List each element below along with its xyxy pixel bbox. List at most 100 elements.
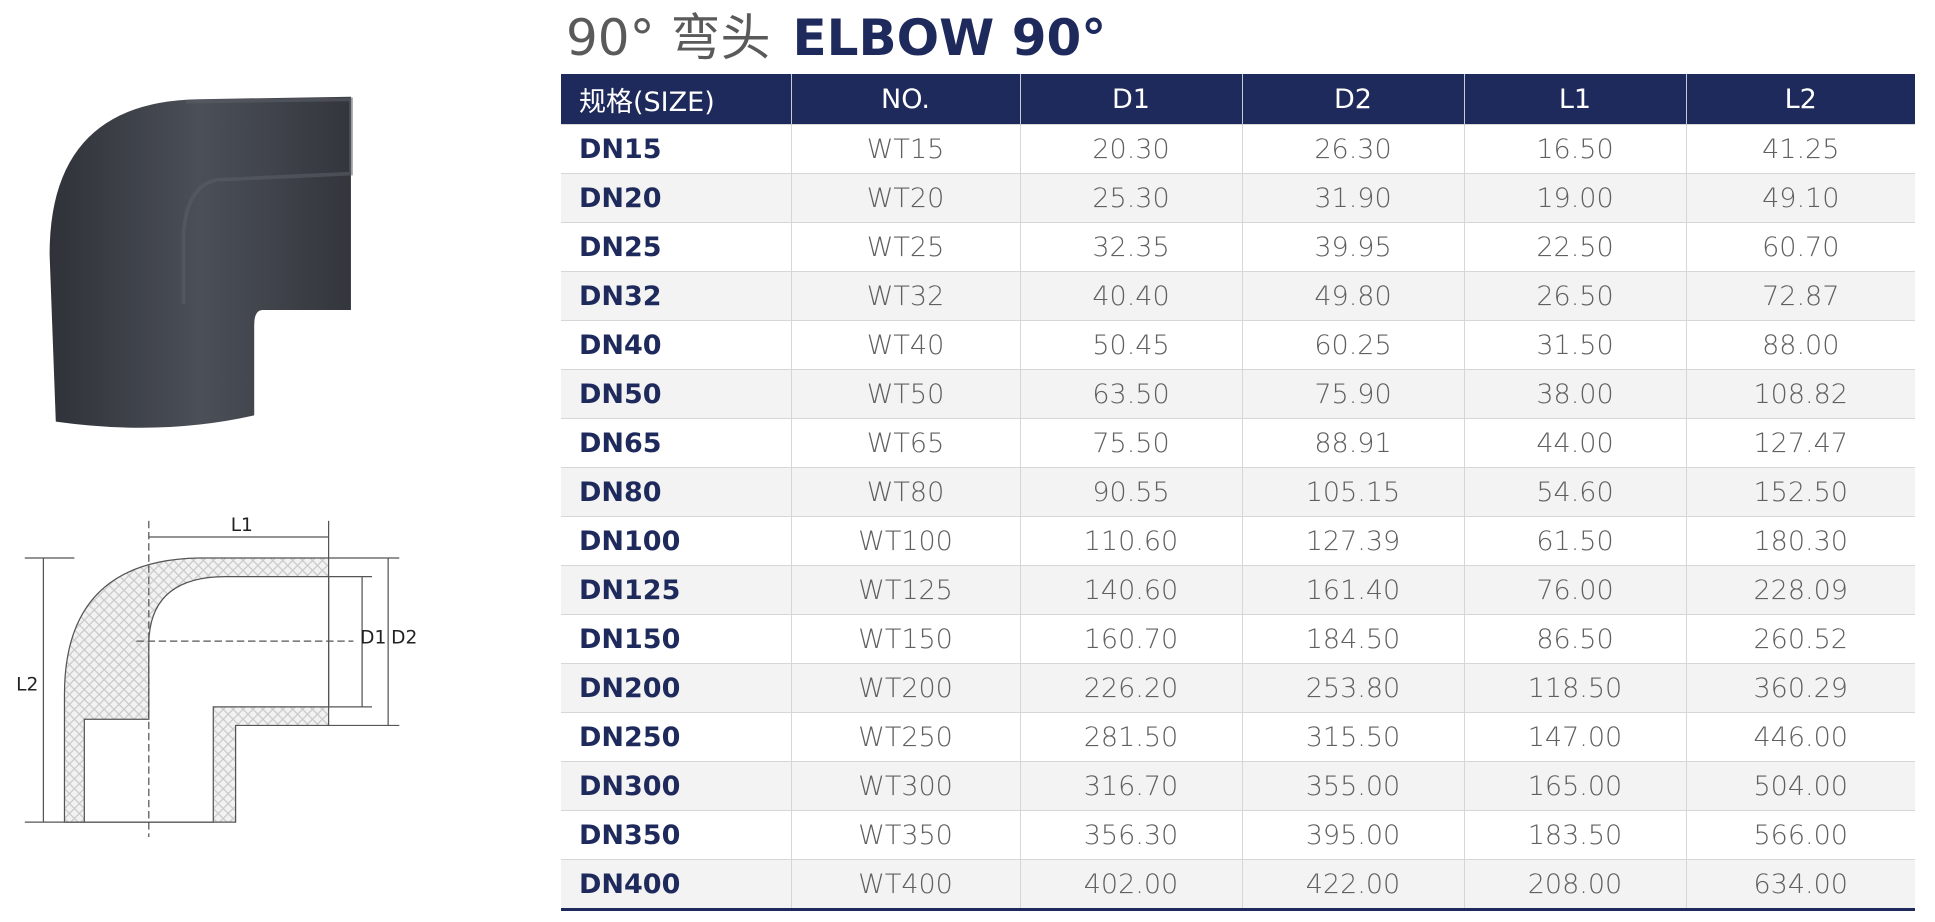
value-cell: 16.50 xyxy=(1463,124,1686,174)
value-cell: 20.30 xyxy=(1019,124,1242,174)
value-cell: 226.20 xyxy=(1019,663,1242,713)
table-row: DN32 WT32 40.40 49.80 26.50 72.87 xyxy=(561,271,1915,321)
value-cell: 504.00 xyxy=(1685,761,1915,811)
size-cell: DN15 xyxy=(561,124,791,174)
dimension-label: D1 xyxy=(360,628,386,649)
value-cell: 147.00 xyxy=(1463,712,1686,762)
product-graphics: L1 L2 D1 D2 xyxy=(16,96,417,838)
table-row: DN250 WT250 281.50 315.50 147.00 446.00 xyxy=(561,712,1915,762)
dimension-label: L2 xyxy=(16,675,38,696)
column-header: L2 xyxy=(1685,74,1915,125)
value-cell: 31.50 xyxy=(1463,320,1686,370)
value-cell: 25.30 xyxy=(1019,173,1242,223)
column-header: D1 xyxy=(1019,74,1242,125)
value-cell: 72.87 xyxy=(1685,271,1915,321)
title-cn: 90° 弯头 xyxy=(566,9,771,67)
value-cell: 76.00 xyxy=(1463,565,1686,615)
dimension-label: L1 xyxy=(231,515,253,536)
spec-table: 规格(SIZE) NO. D1 D2 L1 L2 DN15 WT15 20.30 26.30 16… xyxy=(561,74,1915,911)
size-cell: DN200 xyxy=(561,663,791,713)
value-cell: 54.60 xyxy=(1463,467,1686,517)
table-row: DN150 WT150 160.70 184.50 86.50 260.52 xyxy=(561,614,1915,664)
size-cell: DN50 xyxy=(561,369,791,419)
size-cell: DN100 xyxy=(561,516,791,566)
value-cell: 32.35 xyxy=(1019,222,1242,272)
size-cell: DN300 xyxy=(561,761,791,811)
value-cell: 40.40 xyxy=(1019,271,1242,321)
value-cell: WT250 xyxy=(790,712,1020,762)
table-row: DN400 WT400 402.00 422.00 208.00 634.00 xyxy=(561,859,1915,910)
value-cell: 22.50 xyxy=(1463,222,1686,272)
value-cell: WT350 xyxy=(790,810,1020,860)
value-cell: 19.00 xyxy=(1463,173,1686,223)
elbow-section-drawing xyxy=(24,520,400,838)
value-cell: WT200 xyxy=(790,663,1020,713)
value-cell: 152.50 xyxy=(1685,467,1915,517)
value-cell: 75.50 xyxy=(1019,418,1242,468)
table-row: DN20 WT20 25.30 31.90 19.00 49.10 xyxy=(561,173,1915,223)
table-row: DN40 WT40 50.45 60.25 31.50 88.00 xyxy=(561,320,1915,370)
value-cell: 26.30 xyxy=(1241,124,1464,174)
value-cell: 161.40 xyxy=(1241,565,1464,615)
value-cell: WT32 xyxy=(790,271,1020,321)
value-cell: WT100 xyxy=(790,516,1020,566)
value-cell: WT20 xyxy=(790,173,1020,223)
value-cell: WT125 xyxy=(790,565,1020,615)
table-row: DN100 WT100 110.60 127.39 61.50 180.30 xyxy=(561,516,1915,566)
column-header: D2 xyxy=(1241,74,1464,125)
size-cell: DN350 xyxy=(561,810,791,860)
value-cell: 356.30 xyxy=(1019,810,1242,860)
size-cell: DN80 xyxy=(561,467,791,517)
value-cell: WT25 xyxy=(790,222,1020,272)
value-cell: 63.50 xyxy=(1019,369,1242,419)
value-cell: 165.00 xyxy=(1463,761,1686,811)
value-cell: 634.00 xyxy=(1685,859,1915,910)
value-cell: 31.90 xyxy=(1241,173,1464,223)
value-cell: 105.15 xyxy=(1241,467,1464,517)
value-cell: 88.00 xyxy=(1685,320,1915,370)
size-cell: DN125 xyxy=(561,565,791,615)
value-cell: 184.50 xyxy=(1241,614,1464,664)
size-cell: DN65 xyxy=(561,418,791,468)
value-cell: 118.50 xyxy=(1463,663,1686,713)
table-row: DN80 WT80 90.55 105.15 54.60 152.50 xyxy=(561,467,1915,517)
value-cell: WT15 xyxy=(790,124,1020,174)
value-cell: 60.25 xyxy=(1241,320,1464,370)
size-cell: DN25 xyxy=(561,222,791,272)
value-cell: 127.39 xyxy=(1241,516,1464,566)
value-cell: 253.80 xyxy=(1241,663,1464,713)
value-cell: 110.60 xyxy=(1019,516,1242,566)
value-cell: 208.00 xyxy=(1463,859,1686,910)
value-cell: 49.10 xyxy=(1685,173,1915,223)
value-cell: 395.00 xyxy=(1241,810,1464,860)
column-header: L1 xyxy=(1463,74,1686,125)
value-cell: 360.29 xyxy=(1685,663,1915,713)
table-row: DN350 WT350 356.30 395.00 183.50 566.00 xyxy=(561,810,1915,860)
header-row: 规格(SIZE) NO. D1 D2 L1 L2 xyxy=(561,74,1915,125)
value-cell: 90.55 xyxy=(1019,467,1242,517)
elbow-photo xyxy=(49,96,353,428)
value-cell: 26.50 xyxy=(1463,271,1686,321)
value-cell: 41.25 xyxy=(1685,124,1915,174)
size-cell: DN32 xyxy=(561,271,791,321)
value-cell: 315.50 xyxy=(1241,712,1464,762)
size-cell: DN40 xyxy=(561,320,791,370)
value-cell: 160.70 xyxy=(1019,614,1242,664)
value-cell: 50.45 xyxy=(1019,320,1242,370)
table-row: DN25 WT25 32.35 39.95 22.50 60.70 xyxy=(561,222,1915,272)
value-cell: 127.47 xyxy=(1685,418,1915,468)
value-cell: 61.50 xyxy=(1463,516,1686,566)
table-row: DN200 WT200 226.20 253.80 118.50 360.29 xyxy=(561,663,1915,713)
value-cell: WT300 xyxy=(790,761,1020,811)
dimension-label: D2 xyxy=(391,628,417,649)
table-row: DN125 WT125 140.60 161.40 76.00 228.09 xyxy=(561,565,1915,615)
value-cell: 566.00 xyxy=(1685,810,1915,860)
table-row: DN300 WT300 316.70 355.00 165.00 504.00 xyxy=(561,761,1915,811)
size-cell: DN250 xyxy=(561,712,791,762)
table-row: DN65 WT65 75.50 88.91 44.00 127.47 xyxy=(561,418,1915,468)
value-cell: 44.00 xyxy=(1463,418,1686,468)
value-cell: WT80 xyxy=(790,467,1020,517)
value-cell: 49.80 xyxy=(1241,271,1464,321)
value-cell: 60.70 xyxy=(1685,222,1915,272)
